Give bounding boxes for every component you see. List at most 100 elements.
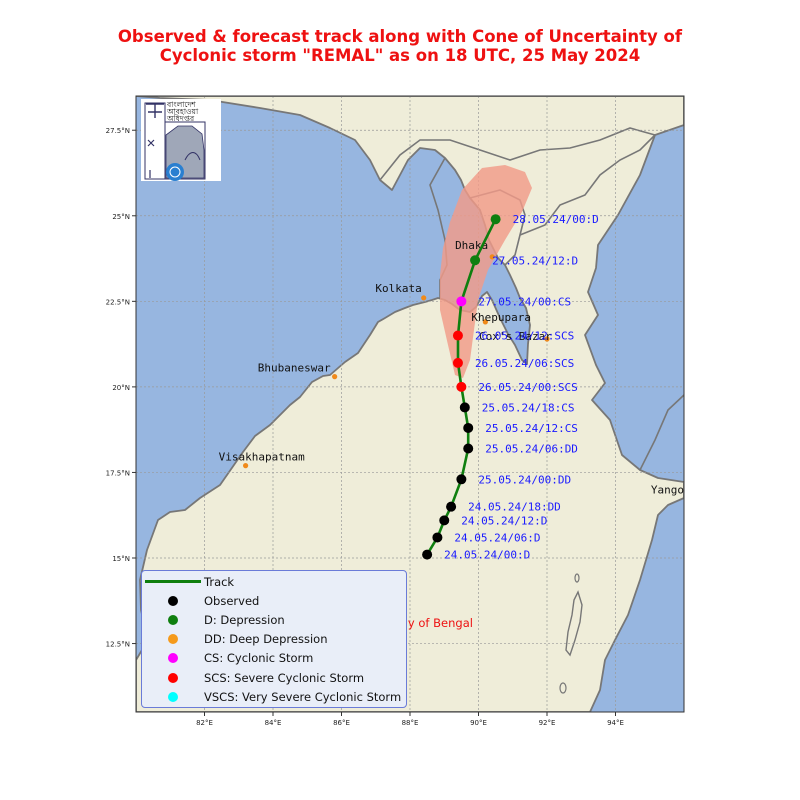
border-line-thailand [639, 394, 684, 471]
logo-globe-ring-icon [169, 166, 181, 178]
wind-vane-icon [146, 103, 164, 118]
track-label-25-05-24-00-dd: 25.05.24/00:DD [478, 473, 571, 486]
city-label-cox-s-bazar: Cox's Bazar [479, 330, 552, 343]
city-marker-khepupara [482, 319, 488, 325]
legend-dot-icon [142, 595, 204, 606]
city-label-visakhapatnam: Visakhapatnam [219, 451, 305, 464]
city-marker-yangon [688, 494, 693, 499]
y-tick-label: 22.5°N [106, 298, 130, 306]
x-tick-label: 94°E [607, 719, 624, 727]
track-point-25-05-24-12-cs [463, 422, 474, 433]
legend-dot-swatch [168, 614, 178, 625]
track-point-26-05-24-06-scs [452, 357, 463, 368]
track-label-24-05-24-00-d: 24.05.24/00:D [444, 549, 530, 562]
track-point-25-05-24-00-dd [456, 474, 467, 485]
x-tick-label: 88°E [402, 719, 419, 727]
border-line-himalaya [379, 127, 656, 181]
y-tick-label: 17.5°N [106, 469, 130, 477]
logo-globe-icon [166, 163, 184, 181]
legend-dot-swatch [168, 691, 178, 702]
legend-item-scs-severe-cyclonic-storm: SCS: Severe Cyclonic Storm [142, 668, 364, 687]
city-marker-kolkata [421, 295, 427, 301]
city-label-kolkata: Kolkata [375, 282, 421, 295]
y-tick-label: 27.5°N [106, 127, 130, 135]
track-label-24-05-24-18-dd: 24.05.24/18:DD [468, 501, 561, 514]
sea-label-bay-of-bengal: Bay of Bengal [393, 616, 473, 630]
legend-label: D: Depression [204, 612, 285, 627]
logo-marks-icon [147, 139, 155, 178]
city-marker-dhaka [489, 254, 495, 260]
track-point-28-05-24-00-d [490, 214, 501, 225]
legend-item-observed: Observed [142, 591, 259, 610]
track-point-25-05-24-06-dd [463, 443, 474, 454]
track-label-27-05-24-00-cs: 27.05.24/00:CS [478, 295, 571, 308]
legend-label: VSCS: Very Severe Cyclonic Storm [204, 689, 402, 704]
y-tick-label: 25°N [112, 213, 130, 221]
track-point-25-05-24-18-cs [459, 402, 470, 413]
logo-arc-icon [184, 152, 201, 161]
track-label-25-05-24-12-cs: 25.05.24/12:CS [485, 422, 578, 435]
legend-item-cs-cyclonic-storm: CS: Cyclonic Storm [142, 649, 313, 668]
map-title: Observed & forecast track along with Con… [0, 27, 800, 65]
x-tick-label: 86°E [333, 719, 350, 727]
track-labels: 24.05.24/00:D24.05.24/06:D24.05.24/12:D2… [444, 213, 599, 561]
track-point-27-05-24-12-d [470, 255, 481, 266]
map-title-line-1: Observed & forecast track along with Con… [117, 27, 683, 46]
legend-item-d-depression: D: Depression [142, 610, 285, 629]
x-tick-label: 82°E [196, 719, 213, 727]
legend-dot-icon [142, 672, 204, 683]
legend-label: Observed [204, 593, 260, 608]
y-tick-label: 15°N [112, 555, 130, 563]
legend-item-track: Track [142, 572, 234, 591]
legend-dot-swatch [168, 634, 178, 645]
city-marker-visakhapatnam [243, 463, 249, 469]
track-label-26-05-24-00-scs: 26.05.24/00:SCS [478, 381, 577, 394]
logo-text-line-1: বাংলাদেশ [166, 100, 196, 109]
y-tick-label: 12.5°N [106, 641, 130, 649]
andaman-islands [565, 590, 583, 657]
legend-dot-icon [142, 634, 204, 645]
legend-label: DD: Deep Depression [204, 632, 328, 647]
andaman-islet-north [574, 573, 580, 583]
legend-label: Track [204, 574, 235, 589]
legend-dot-swatch [168, 672, 178, 683]
legend-label: CS: Cyclonic Storm [204, 651, 314, 666]
axis-ticks: 82°E 84°E 86°E 88°E 90°E 92°E 94°E 12.5°N 15°N 17… [106, 127, 624, 727]
legend-item-vscs-very-severe-cyclonic-storm: VSCS: Very Severe Cyclonic Storm [142, 687, 401, 706]
city-marker-bhubaneswar [332, 374, 338, 380]
city-label-bhubaneswar: Bhubaneswar [258, 362, 331, 375]
logo-text-line-2: আবহাওয়া [166, 107, 199, 116]
border-line-myanmar [519, 134, 656, 236]
legend-item-dd-deep-depression: DD: Deep Depression [142, 630, 328, 649]
legend-dot-swatch [168, 595, 178, 606]
track-label-26-05-24-12-scs: 26.05.24/12:SCS [475, 330, 574, 343]
logo-text-line-3: অধিদপ্তর [166, 114, 195, 123]
track-label-28-05-24-00-d: 28.05.24/00:D [513, 213, 599, 226]
track-point-24-05-24-00-d [422, 549, 433, 560]
x-tick-label: 84°E [265, 719, 282, 727]
track-point-24-05-24-12-d [439, 515, 450, 526]
city-label-yangon: Yangon [651, 483, 691, 496]
track-point-27-05-24-00-cs [456, 296, 467, 307]
legend-dot-icon [142, 691, 204, 702]
track-label-24-05-24-12-d: 24.05.24/12:D [461, 514, 547, 527]
city-marker-cox-s-bazar [544, 336, 550, 342]
track-point-24-05-24-06-d [432, 532, 443, 543]
legend-label: SCS: Severe Cyclonic Storm [204, 670, 365, 685]
legend-line-swatch [145, 580, 201, 583]
legend-line-icon [142, 580, 204, 583]
track-label-25-05-24-06-dd: 25.05.24/06:DD [485, 442, 578, 455]
track-point-26-05-24-12-scs [452, 330, 463, 341]
track-point-26-05-24-00-scs [456, 381, 467, 392]
track-label-24-05-24-06-d: 24.05.24/06:D [454, 531, 540, 544]
legend: Track Observed D: Depression DD: Deep Depre… [141, 570, 407, 708]
cone-of-uncertainty [440, 165, 532, 378]
x-tick-label: 92°E [539, 719, 556, 727]
y-tick-label: 20°N [112, 384, 130, 392]
andaman-islet [559, 682, 567, 694]
cone-shape [440, 165, 532, 378]
legend-dot-icon [142, 653, 204, 664]
legend-dot-swatch [168, 653, 178, 664]
track-point-24-05-24-18-dd [446, 501, 457, 512]
